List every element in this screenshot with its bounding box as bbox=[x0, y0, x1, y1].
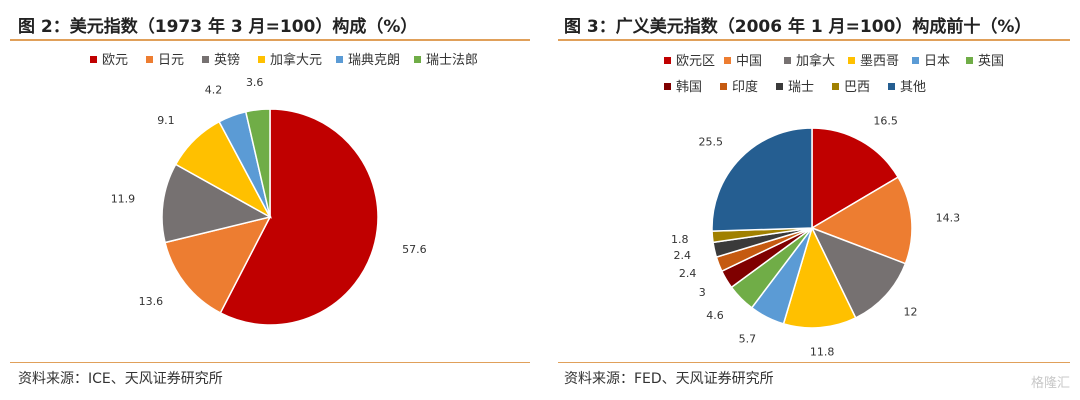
legend-swatch bbox=[724, 57, 731, 64]
legend-label: 中国 bbox=[736, 54, 762, 69]
data-label: 12 bbox=[904, 306, 918, 319]
data-label: 25.5 bbox=[699, 136, 724, 149]
data-label: 4.2 bbox=[205, 84, 223, 97]
legend-label: 欧元 bbox=[102, 53, 128, 68]
title-divider bbox=[558, 39, 1070, 41]
legend-label: 加拿大元 bbox=[270, 52, 322, 68]
legend-swatch bbox=[848, 57, 855, 64]
legend-swatch bbox=[146, 56, 153, 63]
pie-slice bbox=[810, 226, 907, 319]
data-label: 9.1 bbox=[157, 114, 175, 127]
pie-slice bbox=[244, 108, 271, 218]
chart-panel-broad-dollar-index: 图 3：广义美元指数（2006 年 1 月=100）构成前十（%） 欧元区 中国 加… bbox=[558, 0, 1080, 400]
data-label: 16.5 bbox=[873, 114, 898, 127]
chart-panel-dollar-index: 图 2：美元指数（1973 年 3 月=100）构成（%） 欧元 日元 英镑 加拿大元… bbox=[0, 0, 530, 400]
data-label: 11.9 bbox=[111, 193, 136, 206]
legend-swatch bbox=[90, 56, 97, 63]
source-divider bbox=[10, 362, 530, 363]
data-label: 14.3 bbox=[936, 212, 961, 225]
legend-label: 巴西 bbox=[844, 80, 870, 95]
legend-label: 欧元区 bbox=[676, 54, 715, 69]
pie-slice bbox=[219, 108, 379, 326]
legend-swatch bbox=[888, 83, 895, 90]
legend-swatch bbox=[414, 56, 421, 63]
legend-label: 墨西哥 bbox=[860, 54, 899, 69]
pie-slice bbox=[161, 163, 273, 244]
legend-label: 英国 bbox=[978, 54, 1004, 69]
data-label: 11.8 bbox=[810, 346, 835, 359]
legend-swatch bbox=[258, 56, 265, 63]
legend-swatch bbox=[664, 57, 671, 64]
watermark-logo: 格隆汇 bbox=[1030, 376, 1070, 391]
pie-chart-dollar-index: 欧元 日元 英镑 加拿大元 瑞典克朗 瑞士法郎 57.6 13.6 11.9 9.1 4.2 3.6 bbox=[90, 52, 478, 326]
pie-slice bbox=[811, 127, 900, 230]
data-label: 57.6 bbox=[402, 243, 427, 256]
data-label: 5.7 bbox=[739, 333, 757, 346]
data-label: 2.4 bbox=[674, 249, 692, 262]
data-label: 1.8 bbox=[671, 233, 689, 246]
data-label: 3 bbox=[699, 286, 706, 299]
title-divider bbox=[10, 39, 530, 41]
legend-swatch bbox=[966, 57, 973, 64]
source-note: 资料来源：FED、天风证券研究所 bbox=[564, 371, 774, 387]
data-label: 13.6 bbox=[139, 295, 164, 308]
legend-swatch bbox=[202, 56, 209, 63]
chart-title: 图 2：美元指数（1973 年 3 月=100）构成（%） bbox=[18, 17, 418, 37]
legend-swatch bbox=[912, 57, 919, 64]
legend-label: 日元 bbox=[158, 53, 184, 68]
data-label: 2.4 bbox=[679, 267, 697, 280]
legend-label: 瑞士 bbox=[788, 80, 814, 95]
pie-slice bbox=[782, 225, 857, 329]
source-note: 资料来源：ICE、天风证券研究所 bbox=[18, 371, 223, 387]
legend-label: 英镑 bbox=[214, 52, 240, 68]
legend-swatch bbox=[776, 83, 783, 90]
legend-label: 其他 bbox=[900, 80, 926, 95]
legend-label: 瑞士法郎 bbox=[426, 53, 478, 68]
source-divider bbox=[558, 362, 1070, 363]
legend-label: 日本 bbox=[924, 54, 950, 69]
legend-swatch bbox=[336, 56, 343, 63]
legend-swatch bbox=[832, 83, 839, 90]
pie-slice bbox=[810, 176, 913, 265]
pie-slice bbox=[164, 215, 272, 314]
legend-swatch bbox=[720, 83, 727, 90]
legend-label: 韩国 bbox=[676, 80, 702, 95]
legend-swatch bbox=[784, 57, 791, 64]
data-label: 3.6 bbox=[246, 76, 264, 89]
legend-label: 印度 bbox=[732, 79, 758, 95]
legend-label: 加拿大 bbox=[796, 53, 835, 69]
data-label: 4.6 bbox=[706, 309, 724, 322]
chart-title: 图 3：广义美元指数（2006 年 1 月=100）构成前十（%） bbox=[564, 17, 1032, 37]
legend-swatch bbox=[664, 83, 671, 90]
pie-slice bbox=[711, 127, 813, 232]
legend-label: 瑞典克朗 bbox=[348, 53, 400, 68]
